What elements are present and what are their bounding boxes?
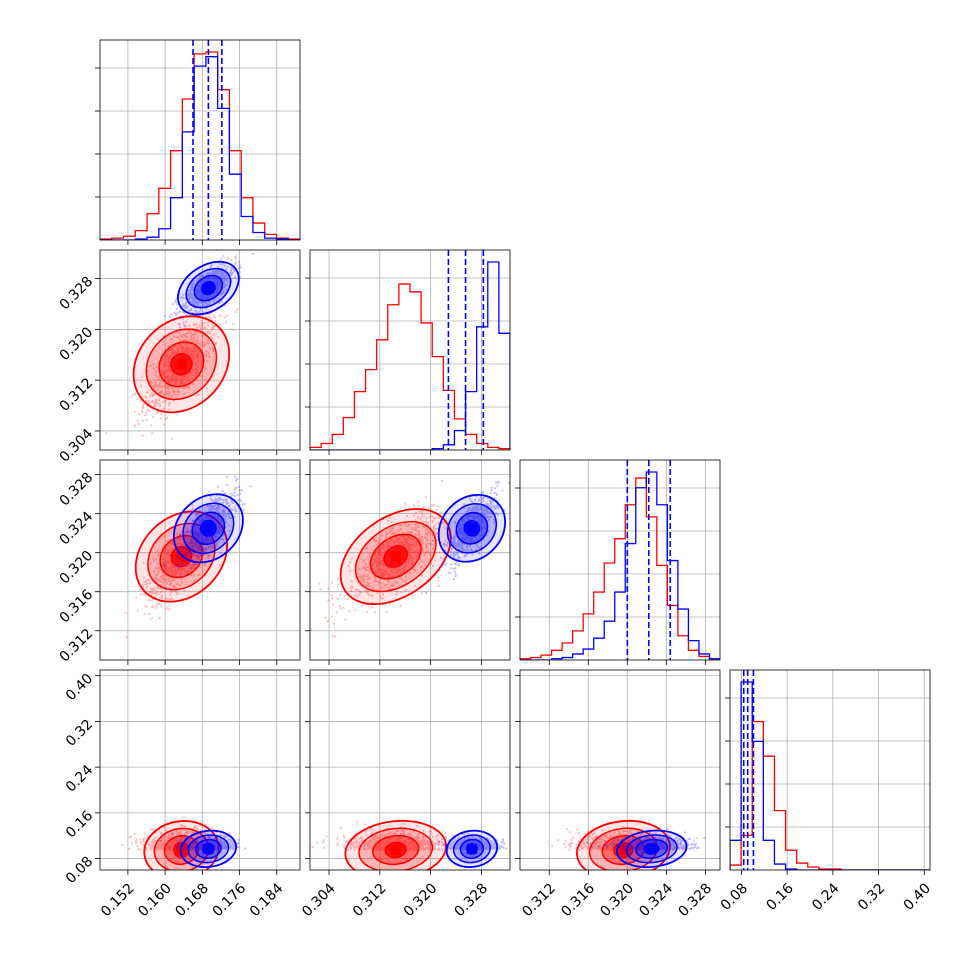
y-tick-label: 0.328: [57, 274, 97, 314]
panel-content: [310, 250, 510, 450]
x-tick-label: 0.152: [98, 880, 138, 920]
panel-border: [99, 39, 301, 241]
y-tick-label: 0.08: [63, 854, 96, 887]
panel-content: [520, 460, 720, 660]
x-tick-label: 0.312: [519, 880, 559, 920]
panels-layer: 0.3040.3120.3200.3280.3120.3160.3200.324…: [57, 39, 934, 920]
panel-0-0: [95, 39, 301, 245]
y-tick-label: 0.312: [57, 375, 97, 415]
panel-3-1: 0.304 0.312 0.320 0.328: [299, 669, 511, 920]
panel-border: [309, 669, 511, 871]
panel-content: [120, 820, 247, 870]
panel-border: [309, 459, 511, 661]
x-tick-label: 0.168: [172, 880, 212, 920]
y-tick-label: 0.16: [63, 808, 96, 841]
y-tick-label: 0.304: [57, 426, 97, 466]
x-tick-label: 0.160: [135, 880, 175, 920]
density-peak-series-0: [390, 551, 401, 562]
panel-border: [519, 459, 721, 661]
x-tick-label: 0.32: [855, 880, 888, 913]
panel-3-3: 0.08 0.16 0.24 0.32 0.40: [718, 669, 934, 914]
panel-content: [311, 819, 510, 870]
y-tick-label: 0.32: [63, 716, 96, 749]
panel-content: [124, 475, 252, 639]
panel-content: [100, 40, 300, 240]
density-peak-series-1: [466, 843, 477, 854]
histogram-series-0: [100, 51, 300, 240]
panel-1-0: 0.304 0.312 0.320 0.328: [57, 249, 301, 466]
panel-content: [105, 252, 255, 440]
panel-content: [730, 670, 930, 870]
x-tick-label: 0.40: [901, 880, 934, 913]
panel-border: [729, 669, 931, 871]
histogram-series-0: [520, 477, 720, 660]
density-peak-series-0: [390, 845, 401, 855]
y-tick-label: 0.316: [57, 587, 97, 627]
panel-border: [309, 249, 511, 451]
panel-content: [310, 479, 510, 638]
x-tick-label: 0.16: [764, 880, 797, 913]
panel-content: [551, 819, 706, 870]
y-tick-label: 0.40: [63, 671, 96, 704]
y-tick-label: 0.24: [63, 762, 96, 795]
panel-border: [99, 669, 301, 871]
panel-1-1: [305, 249, 511, 455]
x-tick-label: 0.324: [636, 880, 676, 920]
panel-2-1: [305, 459, 511, 665]
x-tick-label: 0.184: [247, 880, 287, 920]
panel-3-2: 0.312 0.316 0.320 0.324 0.328: [515, 669, 721, 920]
density-peak-series-1: [203, 843, 214, 854]
density-peak-series-1: [203, 523, 214, 534]
histogram-series-1: [100, 56, 300, 240]
x-tick-label: 0.328: [452, 880, 492, 920]
histogram-series-1: [310, 261, 510, 450]
panel-border: [99, 459, 301, 661]
histogram-series-1: [730, 681, 930, 870]
x-tick-label: 0.312: [350, 880, 390, 920]
y-tick-label: 0.312: [57, 626, 97, 666]
x-tick-label: 0.24: [809, 880, 842, 913]
x-tick-label: 0.320: [401, 880, 441, 920]
x-tick-label: 0.08: [718, 880, 751, 913]
density-peak-series-1: [203, 283, 214, 294]
x-tick-label: 0.328: [675, 880, 715, 920]
y-tick-label: 0.320: [57, 548, 97, 588]
density-peak-series-0: [176, 359, 187, 370]
density-peak-series-1: [646, 843, 657, 854]
panel-border: [99, 249, 301, 451]
density-peak-series-0: [618, 845, 629, 855]
histogram-series-0: [730, 720, 930, 870]
y-tick-label: 0.328: [57, 470, 97, 510]
y-tick-label: 0.324: [57, 509, 97, 549]
histogram-series-0: [310, 283, 510, 450]
x-tick-label: 0.176: [210, 880, 250, 920]
density-peak-series-1: [466, 523, 477, 534]
density-peak-series-0: [176, 551, 187, 562]
panel-2-2: [515, 459, 721, 665]
histogram-series-1: [520, 471, 720, 660]
x-tick-label: 0.304: [299, 880, 339, 920]
panel-border: [519, 669, 721, 871]
x-tick-label: 0.316: [558, 880, 598, 920]
y-tick-label: 0.320: [57, 324, 97, 364]
x-tick-label: 0.320: [597, 880, 637, 920]
